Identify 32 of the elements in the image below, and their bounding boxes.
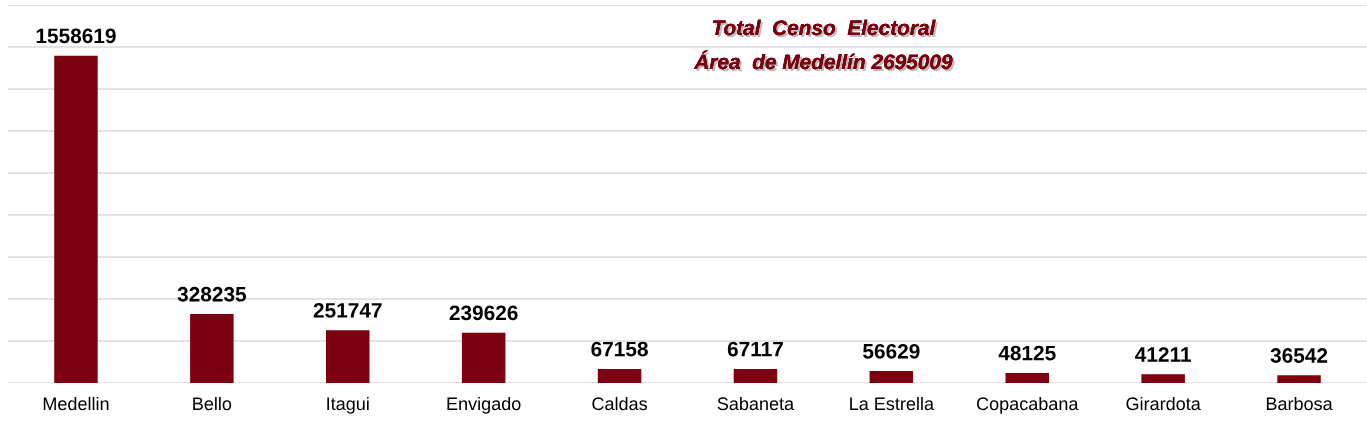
data-label: 36542 xyxy=(1270,348,1328,363)
x-tick-label: Sabaneta xyxy=(717,396,795,411)
x-tick-label: Copacabana xyxy=(976,396,1079,414)
x-tick-label: Caldas xyxy=(592,396,647,411)
data-label: 41211 xyxy=(1135,347,1191,362)
data-label: 1558619 xyxy=(36,28,116,44)
data-label: 251747 xyxy=(313,302,382,318)
x-tick-label: La Estrella xyxy=(850,396,934,411)
data-label: 67117 xyxy=(727,341,783,357)
data-label: 328235 xyxy=(177,286,247,302)
data-label: 56629 xyxy=(863,343,920,359)
bar xyxy=(869,371,914,383)
x-tick-label: Barbosa xyxy=(1266,396,1333,411)
bar xyxy=(461,332,506,383)
x-tick-label: Girardota xyxy=(1126,396,1201,411)
x-tick-label: Medellin xyxy=(43,396,109,411)
text: Total Censo Electoral xyxy=(712,19,938,38)
bar xyxy=(1141,374,1185,383)
x-tick-label: Itagui xyxy=(327,396,369,414)
data-label: 48125 xyxy=(998,345,1056,361)
bar xyxy=(54,55,98,383)
data-label: 239626 xyxy=(449,305,518,321)
bar xyxy=(190,314,234,383)
bar xyxy=(1005,372,1049,383)
bar xyxy=(1277,375,1321,383)
x-tick-label: Envigado xyxy=(447,396,521,414)
bar xyxy=(733,368,778,383)
bar xyxy=(597,368,642,383)
bar xyxy=(326,330,370,383)
x-tick-label: Bello xyxy=(193,396,232,411)
text: Área de Medellín 2695009 xyxy=(693,50,955,72)
data-label: 67158 xyxy=(591,341,648,357)
